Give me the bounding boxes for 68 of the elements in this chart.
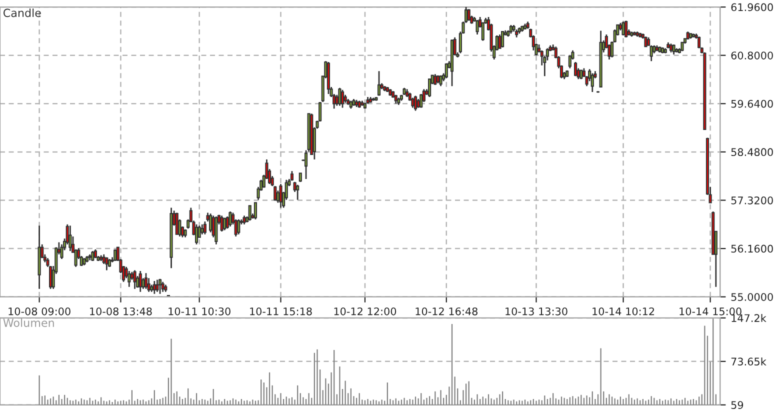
y-tick-label: 73.65k: [731, 357, 766, 366]
y-tick-label: 56.1600: [731, 244, 773, 253]
candlestick: [105, 256, 108, 271]
candlestick: [133, 269, 136, 290]
y-tick-label: 60.8000: [731, 52, 773, 60]
candlestick: [228, 210, 232, 228]
candlestick: [102, 254, 106, 265]
y-tick-label: 57.3200: [731, 196, 773, 204]
candlestick: [414, 95, 418, 112]
y-tick-label: 55.0000: [731, 293, 773, 301]
x-tick-label: 10-13 13:30: [506, 307, 568, 316]
x-tick-label: 10-11 10:30: [168, 307, 230, 316]
candlestick: [138, 270, 142, 293]
candlestick: [377, 70, 381, 96]
chart-title: Wolumen: [3, 318, 54, 327]
chart-title: Candle: [4, 8, 41, 18]
x-tick-label: 10-12 16:48: [416, 307, 478, 316]
candlestick: [68, 224, 72, 252]
x-tick-label: 10-08 13:48: [90, 307, 152, 316]
y-tick-label: 58.4800: [731, 148, 773, 156]
candlestick: [340, 89, 344, 108]
candlestick: [279, 183, 282, 208]
x-tick-label: 10-14 10:12: [592, 307, 654, 316]
candlestick: [144, 272, 148, 290]
candlestick: [467, 8, 470, 22]
candlestick: [203, 220, 206, 236]
candlestick: [644, 36, 648, 48]
candlestick: [420, 93, 423, 108]
candlestick: [304, 150, 308, 180]
candlestick: [476, 19, 479, 36]
candlestick: [128, 270, 131, 288]
candlestick: [194, 224, 198, 246]
candlestick: [214, 216, 218, 246]
x-tick-label: 10-12 12:00: [334, 307, 396, 316]
candlestick: [568, 54, 572, 69]
candlestick: [428, 78, 432, 98]
candlestick: [152, 280, 156, 295]
candlestick: [226, 216, 229, 230]
candlestick: [622, 20, 625, 36]
candlestick: [574, 61, 578, 77]
candlestick: [200, 224, 204, 236]
candlestick: [248, 204, 252, 222]
candlestick: [501, 30, 504, 48]
candlestick: [237, 218, 240, 236]
x-tick-label: 10-14 15:00: [680, 307, 742, 316]
candlestick: [698, 36, 701, 49]
y-tick-label: 59.6400: [731, 100, 773, 108]
x-tick-label: 10-08 09:00: [8, 307, 70, 316]
candlestick: [434, 73, 437, 86]
candlestick: [338, 87, 342, 106]
candlestick: [147, 277, 150, 293]
candlestick: [444, 62, 448, 79]
y-tick-label: 59: [731, 401, 744, 409]
y-tick-label: 147.2k: [732, 314, 766, 322]
y-tick-label: 61.9600: [731, 3, 773, 12]
candlestick: [158, 278, 162, 295]
candlestick: [411, 97, 414, 108]
candlestick: [624, 20, 628, 38]
candlestick: [672, 44, 676, 56]
x-tick-label: 10-11 15:18: [250, 307, 312, 316]
candlestick: [498, 34, 502, 49]
candlestick: [161, 281, 164, 293]
candlestick: [590, 72, 594, 93]
candlestick: [220, 214, 224, 232]
candlestick: [254, 202, 258, 220]
candlestick: [156, 279, 159, 293]
candlestick: [223, 217, 226, 231]
candlestick: [296, 184, 300, 201]
